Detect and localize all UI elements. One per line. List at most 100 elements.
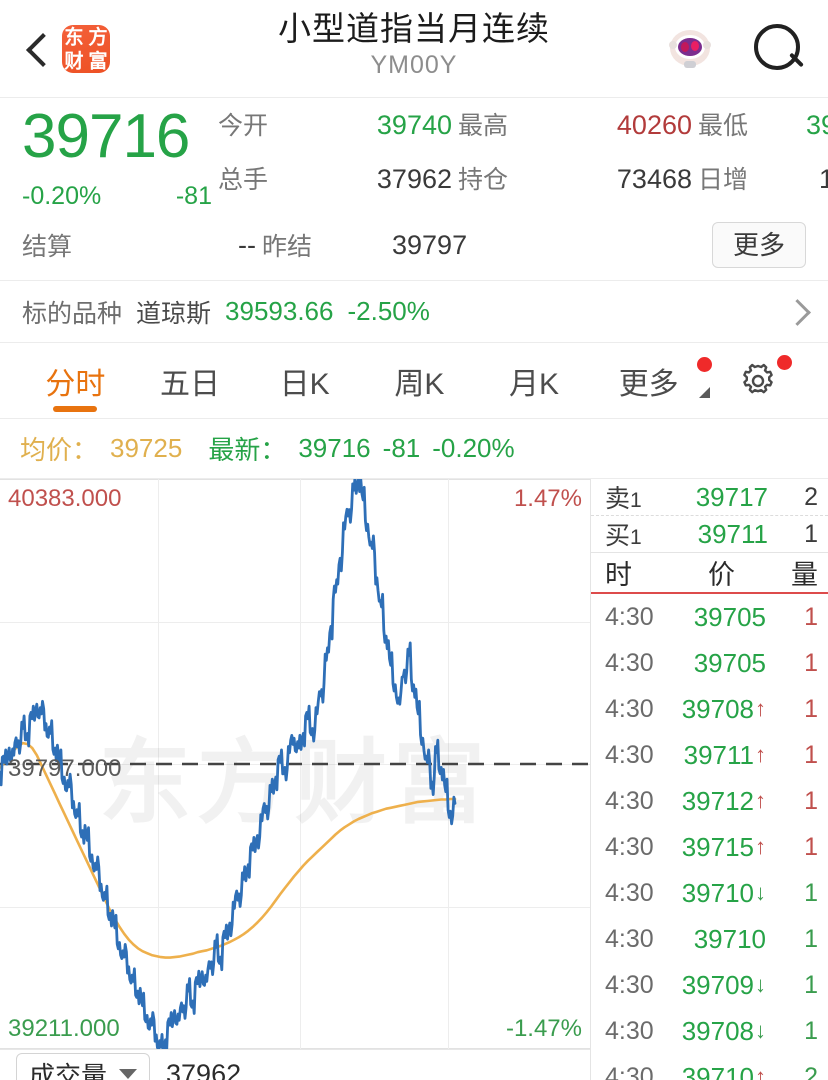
tick-price-value: 39708: [681, 1015, 754, 1046]
tick-row[interactable]: 4:30 39708 ↑ 1: [591, 686, 828, 732]
stat-value-volume: 37962: [376, 164, 452, 194]
tick-price-value: 39708: [681, 693, 754, 724]
tick-price: 39708 ↑: [675, 694, 768, 725]
avg-price-label: 均价：: [20, 435, 99, 465]
dongfang-caifu-logo[interactable]: 东 方 财 富: [62, 24, 110, 73]
app-header: 东 方 财 富 小型道指当月连续 YM00Y: [0, 0, 828, 98]
chart-bottom-price-label: 39211.000: [8, 1015, 120, 1042]
quote-main-row: 39716 -0.20% -81 今开 39740 最高 40260 最低 39…: [22, 102, 828, 214]
tick-row[interactable]: 4:30 39710 ↑ 2: [591, 1054, 828, 1080]
ai-robot-icon[interactable]: [664, 23, 716, 75]
tick-price: 39711 ↑: [675, 740, 768, 771]
tick-volume: 1: [804, 740, 818, 769]
quote-change-block: -0.20% -81: [22, 182, 218, 211]
tick-time: 4:30: [605, 970, 654, 999]
stat-value-dailyincrease: 1590: [819, 164, 828, 194]
tab-more[interactable]: 更多: [591, 343, 713, 418]
header-actions: [664, 22, 806, 76]
bid-label-text: 买: [605, 522, 631, 550]
gridline-h-3: [0, 907, 590, 908]
tick-row[interactable]: 4:30 39712 ↑ 1: [591, 778, 828, 824]
last-price: 39716: [22, 102, 190, 171]
tick-volume: 1: [804, 924, 818, 953]
latest-price-value: 39716: [298, 433, 371, 463]
underlying-row[interactable]: 标的品种 道琼斯 39593.66 -2.50%: [0, 281, 828, 343]
bid-volume: 1: [804, 519, 818, 548]
stat-value-high: 40260: [616, 110, 692, 140]
tick-price-value: 39705: [693, 647, 766, 678]
tick-row[interactable]: 4:30 39705 1: [591, 594, 828, 640]
tick-time: 4:30: [605, 1062, 654, 1080]
timeshare-chart[interactable]: 东方财富 40383.000 1.47% 39797.000 39211.000…: [0, 479, 590, 1049]
volume-indicator-select[interactable]: 成交量: [16, 1052, 151, 1080]
tab-yuek[interactable]: 月K: [477, 343, 592, 418]
ask-price: 39717: [695, 481, 768, 512]
bid-price: 39711: [697, 518, 768, 549]
more-badge-dot: [697, 357, 713, 372]
tick-row[interactable]: 4:30 39710 ↓ 1: [591, 870, 828, 916]
tick-price: 39705: [675, 602, 768, 633]
tick-row[interactable]: 4:30 39710 1: [591, 916, 828, 962]
orderbook-bid-row[interactable]: 买1 39711 1: [591, 516, 828, 552]
bid-label: 买1: [605, 516, 669, 552]
chart-top-border: [0, 479, 590, 480]
back-chevron-icon[interactable]: [22, 29, 56, 69]
underlying-percent: -2.50%: [347, 296, 430, 326]
tick-volume: 1: [804, 786, 818, 815]
tick-price-value: 39705: [693, 601, 766, 632]
chevron-right-icon[interactable]: [788, 303, 806, 321]
tick-volume: 1: [804, 970, 818, 999]
tick-time: 4:30: [605, 602, 654, 631]
tick-price: 39710 ↑: [675, 1062, 768, 1080]
tick-row[interactable]: 4:30 39705 1: [591, 640, 828, 686]
tick-time: 4:30: [605, 786, 654, 815]
tick-header-price: 价: [708, 560, 735, 590]
tick-table-rows[interactable]: 4:30 39705 1 4:30 39705 1 4:30 39708 ↑ 1 4:30 39711…: [591, 594, 828, 1080]
more-quote-button[interactable]: 更多: [711, 221, 806, 269]
tick-row[interactable]: 4:30 39708 ↓ 1: [591, 1008, 828, 1054]
orderbook-ask-row[interactable]: 卖1 39717 2: [591, 479, 828, 516]
arrow-down-icon: ↓: [755, 972, 766, 997]
quote-settle-row: 结算 -- 昨结 39797 更多: [22, 214, 806, 276]
tick-volume: 1: [804, 878, 818, 907]
tick-time: 4:30: [605, 1016, 654, 1045]
logo-char-2: 方: [88, 24, 108, 49]
arrow-up-icon: ↑: [755, 788, 766, 813]
stat-label-low: 最低: [698, 112, 749, 140]
tick-row[interactable]: 4:30 39709 ↓ 1: [591, 962, 828, 1008]
gridline-h-1: [0, 622, 590, 623]
chart-mid-price-label: 39797.000: [8, 755, 122, 782]
logo-char-1: 东: [64, 24, 84, 49]
bid-level: 1: [630, 526, 642, 549]
logo-char-3: 财: [64, 48, 84, 73]
tick-volume: 1: [804, 602, 818, 631]
tab-label-fenshi: 分时: [45, 367, 106, 401]
tick-time: 4:30: [605, 694, 654, 723]
stat-label-open: 今开: [218, 112, 269, 140]
tab-zhouk[interactable]: 周K: [362, 343, 477, 418]
latest-price-label: 最新：: [208, 435, 287, 465]
tick-row[interactable]: 4:30 39711 ↑ 1: [591, 732, 828, 778]
tick-time: 4:30: [605, 648, 654, 677]
tick-volume: 1: [804, 694, 818, 723]
chart-bottom-border: [0, 1048, 590, 1049]
search-icon[interactable]: [752, 22, 806, 76]
tick-row[interactable]: 4:30 39715 ↑ 1: [591, 824, 828, 870]
tick-header-volume: 量: [791, 560, 818, 590]
tab-fenshi[interactable]: 分时: [18, 343, 133, 418]
tab-rik[interactable]: 日K: [247, 343, 362, 418]
gear-icon[interactable]: [737, 360, 779, 402]
underlying-label: 标的品种: [22, 299, 123, 328]
underlying-value: 39593.66: [225, 296, 334, 326]
tab-wuri[interactable]: 五日: [133, 343, 248, 418]
stat-value-openinterest: 73468: [616, 164, 692, 194]
prev-settle-label: 昨结: [262, 233, 313, 261]
change-absolute: -81: [175, 182, 212, 210]
tick-volume: 1: [804, 832, 818, 861]
tick-price: 39709 ↓: [675, 970, 768, 1001]
stat-label-openinterest: 持仓: [458, 166, 509, 194]
arrow-up-icon: ↑: [755, 1064, 766, 1080]
chart-panel: 东方财富 40383.000 1.47% 39797.000 39211.000…: [0, 479, 590, 1080]
tab-settings[interactable]: [706, 343, 810, 418]
tick-price: 39710 ↓: [675, 878, 768, 909]
